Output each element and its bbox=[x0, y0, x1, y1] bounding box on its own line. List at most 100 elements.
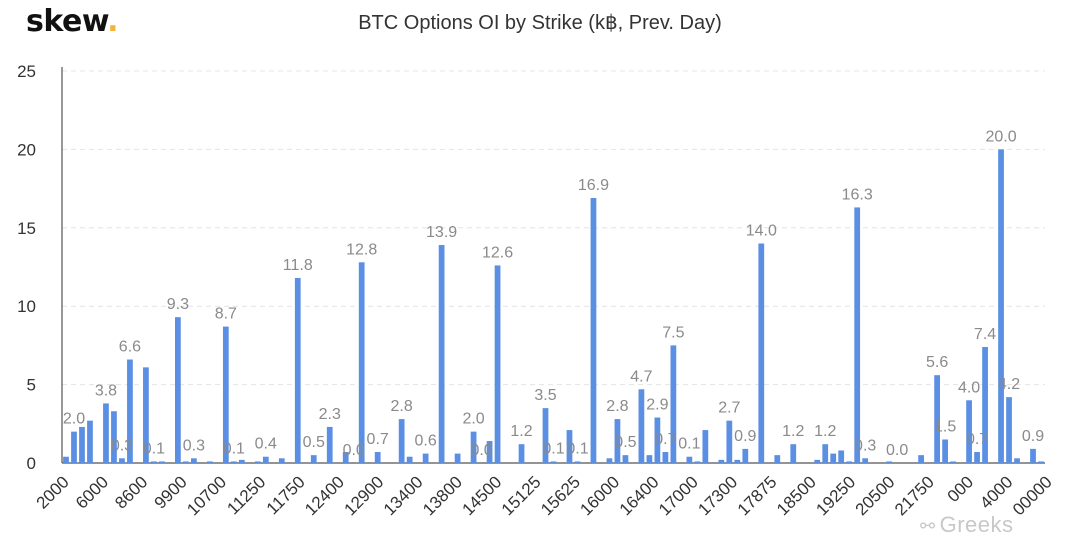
bar bbox=[342, 452, 349, 463]
data-label: 5.6 bbox=[926, 354, 948, 371]
data-label: 3.8 bbox=[95, 382, 117, 399]
x-tick-label: 14500 bbox=[458, 472, 505, 519]
y-tick-label: 10 bbox=[17, 297, 36, 316]
x-tick-label: 16400 bbox=[616, 472, 663, 519]
data-label: 0.0 bbox=[470, 442, 492, 459]
data-label: 16.3 bbox=[842, 186, 873, 203]
bar bbox=[942, 439, 948, 463]
watermark-text: Greeks bbox=[939, 512, 1014, 537]
bar bbox=[718, 459, 725, 463]
bar bbox=[814, 459, 821, 463]
bar bbox=[1030, 448, 1036, 463]
x-tick-label: 11250 bbox=[223, 472, 269, 518]
bar bbox=[758, 243, 765, 463]
bar bbox=[542, 408, 549, 463]
bar bbox=[127, 359, 133, 463]
bar bbox=[143, 367, 149, 463]
bar bbox=[966, 400, 972, 463]
x-tick-label: 12900 bbox=[341, 472, 388, 519]
bar bbox=[550, 461, 557, 463]
data-label: 16.9 bbox=[578, 177, 609, 194]
x-tick-label: 15125 bbox=[498, 472, 545, 519]
x-tick-label: 13400 bbox=[380, 472, 427, 519]
bar bbox=[646, 455, 653, 463]
y-tick-label: 20 bbox=[17, 140, 36, 159]
x-tick-label: 20500 bbox=[852, 472, 899, 519]
bar bbox=[918, 455, 925, 463]
data-label: 1.2 bbox=[510, 423, 532, 440]
bar bbox=[182, 461, 189, 463]
bar bbox=[1014, 458, 1020, 463]
data-label: 0.5 bbox=[303, 434, 325, 451]
data-label: 0.7 bbox=[966, 431, 988, 448]
x-tick-label: 17000 bbox=[655, 472, 702, 519]
bar bbox=[670, 345, 677, 463]
bar bbox=[742, 448, 749, 463]
x-tick-label: 000 bbox=[944, 472, 977, 505]
x-tick-label: 12400 bbox=[301, 472, 348, 519]
data-label: 14.0 bbox=[746, 222, 777, 239]
bar bbox=[175, 317, 181, 463]
bar bbox=[190, 458, 197, 463]
bar bbox=[79, 426, 85, 463]
data-label: 2.3 bbox=[319, 406, 341, 423]
bar bbox=[662, 452, 669, 463]
data-label: 4.0 bbox=[958, 379, 980, 396]
y-tick-label: 15 bbox=[17, 219, 36, 238]
data-label: 4.7 bbox=[630, 368, 652, 385]
y-tick-label: 25 bbox=[17, 62, 36, 81]
bar bbox=[974, 452, 980, 463]
bar bbox=[622, 455, 629, 463]
bar bbox=[982, 346, 988, 463]
data-label: 4.2 bbox=[998, 376, 1020, 393]
data-label: 0.3 bbox=[854, 437, 876, 454]
data-label: 12.8 bbox=[346, 241, 377, 258]
bar bbox=[486, 441, 493, 463]
bar bbox=[1006, 397, 1012, 463]
bar bbox=[566, 430, 573, 463]
bar bbox=[998, 149, 1004, 463]
data-label: 3.5 bbox=[534, 387, 556, 404]
bar bbox=[398, 419, 405, 463]
bar bbox=[358, 262, 365, 463]
x-tick-label: 16000 bbox=[576, 472, 623, 519]
bar bbox=[734, 459, 741, 463]
bar bbox=[494, 265, 501, 463]
bar bbox=[438, 245, 445, 463]
bar bbox=[254, 461, 261, 463]
bar bbox=[854, 207, 861, 463]
bar bbox=[686, 456, 693, 463]
bar bbox=[454, 453, 461, 463]
data-label: 0.0 bbox=[886, 442, 908, 459]
data-label: 0.3 bbox=[111, 437, 133, 454]
bar bbox=[774, 455, 781, 463]
bar bbox=[822, 444, 829, 463]
bar bbox=[63, 456, 69, 463]
data-label: 0.7 bbox=[367, 431, 389, 448]
bar bbox=[790, 444, 797, 463]
data-label: 7.4 bbox=[974, 326, 996, 343]
bar bbox=[111, 411, 117, 463]
bar bbox=[278, 458, 285, 463]
bar bbox=[934, 375, 940, 463]
data-label: 0.3 bbox=[183, 437, 205, 454]
bar bbox=[838, 450, 845, 463]
bar bbox=[151, 461, 157, 463]
bar bbox=[518, 444, 525, 463]
bar bbox=[638, 389, 645, 463]
x-tick-label: 17300 bbox=[694, 472, 741, 519]
data-label: 0.9 bbox=[734, 428, 756, 445]
watermark: ⚯ Greeks bbox=[920, 512, 1014, 538]
bar bbox=[614, 419, 621, 463]
data-label: 12.6 bbox=[482, 244, 513, 261]
bar bbox=[294, 277, 301, 463]
data-label: 0.6 bbox=[415, 433, 437, 450]
bar bbox=[574, 461, 581, 463]
bar bbox=[950, 461, 956, 463]
data-label: 11.8 bbox=[283, 257, 313, 274]
bar bbox=[262, 456, 269, 463]
data-label: 7.5 bbox=[662, 324, 684, 341]
bar bbox=[310, 455, 317, 463]
bar bbox=[886, 461, 893, 463]
